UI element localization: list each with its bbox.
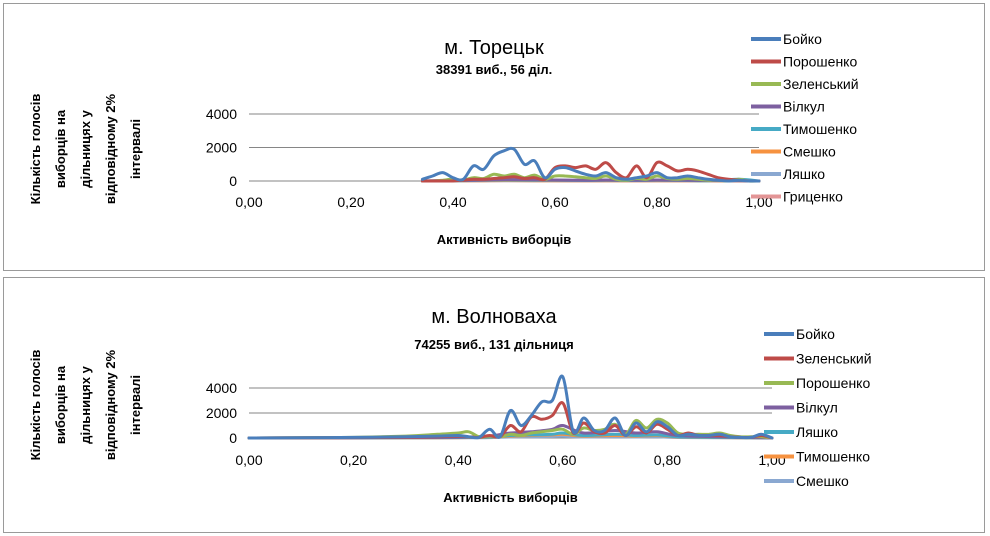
legend-label: Бойко — [783, 31, 822, 47]
y-axis-title-line: відповідному 2% — [103, 93, 118, 204]
x-tick-label: 0,60 — [541, 194, 568, 210]
y-axis-title-line: виборців на — [53, 109, 68, 188]
y-tick-label: 2000 — [206, 140, 237, 156]
x-tick-label: 0,80 — [643, 194, 670, 210]
y-tick-label: 0 — [229, 173, 237, 189]
chart-subtitle: 74255 виб., 131 дільниця — [414, 337, 573, 352]
y-axis-title-line: Кількість голосів — [28, 350, 43, 461]
y-tick-label: 0 — [229, 430, 237, 446]
chart-panel-volnovakha: м. Волноваха 74255 виб., 131 дільниця 0 200… — [3, 277, 985, 533]
x-tick-label: 0,20 — [337, 194, 364, 210]
chart-panel-toretsk: м. Торецьк 38391 виб., 56 діл. 0 2000 4000 0,… — [3, 3, 985, 271]
legend-label: Ляшко — [783, 166, 825, 182]
y-axis-title-line: Кількість голосів — [28, 94, 43, 205]
x-tick-label: 0,40 — [445, 452, 472, 468]
y-tick-label: 4000 — [206, 106, 237, 122]
x-tick-label: 0,00 — [235, 194, 262, 210]
legend-label: Тимошенко — [796, 449, 870, 465]
legend-label: Порошенко — [796, 375, 870, 391]
legend-label: Зеленський — [783, 76, 859, 92]
legend-label: Бойко — [796, 326, 835, 342]
x-tick-label: 0,00 — [235, 452, 262, 468]
series-group — [247, 374, 774, 440]
series-line — [247, 374, 774, 440]
x-tick-label: 0,40 — [439, 194, 466, 210]
legend-label: Тимошенко — [783, 121, 857, 137]
series-line — [420, 146, 761, 183]
y-axis-title-line: дільницях у — [78, 365, 93, 443]
y-axis-title-line: виборців на — [53, 365, 68, 444]
series-line — [420, 160, 761, 183]
legend-label: Вілкул — [783, 99, 825, 115]
legend-label: Порошенко — [783, 54, 857, 70]
chart-volnovakha: м. Волноваха 74255 виб., 131 дільниця 0 200… — [28, 306, 872, 505]
y-axis-title-line: інтервалі — [128, 375, 143, 435]
chart-toretsk: м. Торецьк 38391 виб., 56 діл. 0 2000 4000 0,… — [28, 31, 859, 247]
y-axis-title-line: відповідному 2% — [103, 349, 118, 460]
legend-label: Ляшко — [796, 424, 838, 440]
x-tick-label: 0,60 — [549, 452, 576, 468]
x-tick-label: 0,20 — [340, 452, 367, 468]
x-tick-label: 1,00 — [758, 452, 785, 468]
legend-label: Смешко — [783, 144, 836, 160]
chart-title: м. Торецьк — [444, 37, 544, 59]
y-tick-label: 4000 — [206, 380, 237, 396]
x-axis-title: Активність виборців — [443, 490, 577, 505]
x-tick-label: 0,80 — [654, 452, 681, 468]
chart-title: м. Волноваха — [431, 306, 557, 328]
y-tick-label: 2000 — [206, 405, 237, 421]
legend-label: Вілкул — [796, 400, 838, 416]
legend-label: Зеленський — [796, 351, 872, 367]
legend-label: Гриценко — [783, 189, 843, 205]
y-axis-title-line: інтервалі — [128, 119, 143, 179]
y-axis-title-line: дільницях у — [78, 109, 93, 187]
series-group — [420, 146, 761, 183]
x-axis-title: Активність виборців — [437, 232, 571, 247]
legend-label: Смешко — [796, 473, 849, 489]
chart-subtitle: 38391 виб., 56 діл. — [436, 62, 552, 77]
